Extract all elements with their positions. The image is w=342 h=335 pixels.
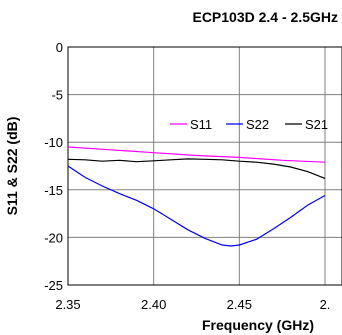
y-tick-label: -25 bbox=[44, 278, 63, 293]
y-tick-label: -15 bbox=[44, 183, 63, 198]
y-tick-label: -20 bbox=[44, 230, 63, 245]
legend-label-s11: S11 bbox=[190, 117, 212, 132]
chart-title: ECP103D 2.4 - 2.5GHz bbox=[192, 9, 338, 25]
grid-layer bbox=[68, 47, 342, 285]
x-tick-label: 2.40 bbox=[141, 297, 166, 312]
legend-label-s21: S21 bbox=[305, 117, 328, 132]
series-layer bbox=[68, 146, 326, 247]
series-line-s22 bbox=[68, 165, 326, 247]
series-line-s11 bbox=[68, 146, 326, 163]
y-tick-labels: 0 -5 -10 -15 -20 -25 bbox=[44, 40, 63, 293]
legend-label-s22: S22 bbox=[246, 117, 269, 132]
x-tick-labels: 2.35 2.40 2.45 2. bbox=[55, 297, 330, 312]
y-tick-label: -10 bbox=[44, 135, 63, 150]
plot-area bbox=[67, 46, 342, 286]
x-tick-label: 2.45 bbox=[227, 297, 252, 312]
y-tick-label: -5 bbox=[51, 88, 63, 103]
x-tick-label: 2. bbox=[320, 297, 331, 312]
x-tick-label: 2.35 bbox=[55, 297, 80, 312]
legend: S11 S22 S21 bbox=[170, 117, 328, 132]
x-axis-label: Frequency (GHz) bbox=[202, 317, 314, 333]
series-line-s21 bbox=[68, 158, 326, 179]
y-tick-label: 0 bbox=[56, 40, 63, 55]
y-axis-label: S11 & S22 (dB) bbox=[4, 117, 20, 216]
